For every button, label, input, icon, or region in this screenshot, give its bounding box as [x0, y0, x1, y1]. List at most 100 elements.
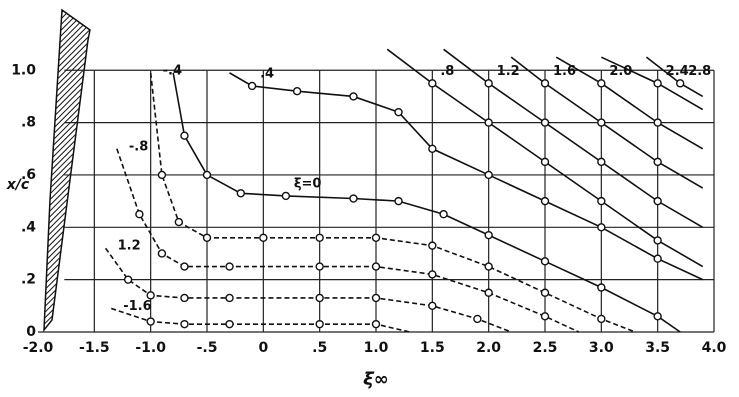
- contour-label: 2.8: [688, 64, 711, 79]
- data-point: [123, 275, 133, 284]
- data-point: [653, 79, 662, 88]
- contour-line: [149, 72, 636, 333]
- data-point: [653, 254, 662, 263]
- data-point: [157, 170, 167, 180]
- data-point: [653, 312, 662, 321]
- x-tick-label: -1.5: [79, 340, 110, 356]
- data-point: [371, 262, 381, 271]
- data-point: [597, 79, 606, 88]
- data-point: [540, 288, 550, 297]
- data-point: [236, 189, 246, 198]
- x-tick-label: -1.0: [135, 340, 166, 356]
- data-point: [540, 79, 550, 88]
- data-point: [484, 230, 493, 240]
- data-point: [371, 293, 381, 303]
- data-point: [540, 196, 550, 206]
- data-point: [428, 241, 437, 250]
- contour-label: 2.0: [609, 64, 632, 79]
- contour-line: [555, 56, 704, 150]
- data-point: [428, 79, 437, 88]
- x-tick-label: 3.5: [645, 340, 670, 356]
- x-axis-label: ξ∞: [363, 369, 389, 390]
- data-point: [653, 157, 662, 167]
- data-point: [180, 131, 189, 140]
- data-point: [540, 157, 550, 167]
- contour-label: -1.6: [123, 299, 151, 314]
- data-point: [146, 317, 155, 326]
- contour-label: -.8: [129, 139, 148, 154]
- data-point: [484, 79, 493, 88]
- data-point: [225, 293, 234, 303]
- data-point: [349, 92, 358, 101]
- contour-label: .4: [260, 66, 274, 81]
- x-tick-label: 3.0: [589, 340, 614, 356]
- data-point: [180, 319, 189, 329]
- data-point: [540, 118, 550, 127]
- x-tick-label: 1.0: [364, 340, 389, 356]
- y-tick-label: 1.0: [11, 62, 36, 78]
- data-point: [653, 196, 662, 206]
- y-axis-label: x/c: [6, 177, 30, 193]
- data-point: [315, 293, 324, 303]
- contour-label: 1.2: [118, 239, 141, 254]
- contour-label: ξ=0: [294, 176, 322, 191]
- data-point: [292, 86, 302, 96]
- data-point: [484, 170, 493, 180]
- data-point: [225, 319, 234, 329]
- data-point: [597, 118, 606, 127]
- x-tick-label: 2.0: [476, 340, 501, 356]
- data-point: [247, 81, 257, 91]
- data-point: [428, 144, 437, 153]
- x-tick-label: 4.0: [702, 340, 727, 356]
- contour-line: [116, 148, 580, 333]
- data-point: [315, 262, 324, 271]
- y-tick-label: .6: [21, 167, 36, 183]
- data-point: [315, 319, 324, 329]
- contour-line: [110, 307, 410, 333]
- data-point: [349, 194, 358, 203]
- data-point: [225, 262, 234, 271]
- data-point: [597, 157, 606, 167]
- y-tick-label: .4: [21, 219, 36, 235]
- data-point: [135, 210, 144, 219]
- data-point: [540, 257, 550, 266]
- contour-label: 2.4: [666, 64, 689, 79]
- data-point: [597, 223, 606, 232]
- data-point: [473, 314, 482, 324]
- data-point: [371, 233, 381, 242]
- x-tick-label: .5: [312, 340, 327, 356]
- data-point: [394, 107, 403, 117]
- data-point: [180, 293, 189, 303]
- data-point: [439, 210, 448, 219]
- x-tick-label: 0: [258, 340, 268, 356]
- contour-line: [104, 247, 512, 333]
- contour-label: 1.6: [553, 64, 576, 79]
- data-point: [202, 233, 212, 242]
- data-point: [484, 288, 493, 297]
- contour-label: .8: [440, 64, 454, 79]
- contour-line: [443, 48, 704, 228]
- data-point: [315, 233, 324, 242]
- data-point: [180, 262, 189, 271]
- data-point: [653, 236, 662, 245]
- data-point: [597, 314, 606, 324]
- data-point: [484, 118, 493, 127]
- x-tick-label: 1.5: [420, 340, 445, 356]
- airfoil: [43, 8, 91, 333]
- x-tick-label: 2.5: [533, 340, 558, 356]
- x-tick-label: -2.0: [23, 340, 54, 356]
- data-point: [428, 301, 437, 311]
- data-point: [202, 170, 212, 180]
- data-point: [540, 312, 550, 321]
- data-point: [146, 291, 155, 300]
- data-point: [281, 191, 291, 201]
- contour-label: 1.2: [497, 64, 520, 79]
- data-point: [394, 196, 403, 206]
- data-point: [676, 79, 685, 88]
- data-point: [259, 233, 268, 242]
- data-point: [157, 249, 167, 258]
- data-point: [174, 217, 184, 227]
- x-tick-label: -.5: [197, 340, 218, 356]
- data-point: [371, 319, 381, 329]
